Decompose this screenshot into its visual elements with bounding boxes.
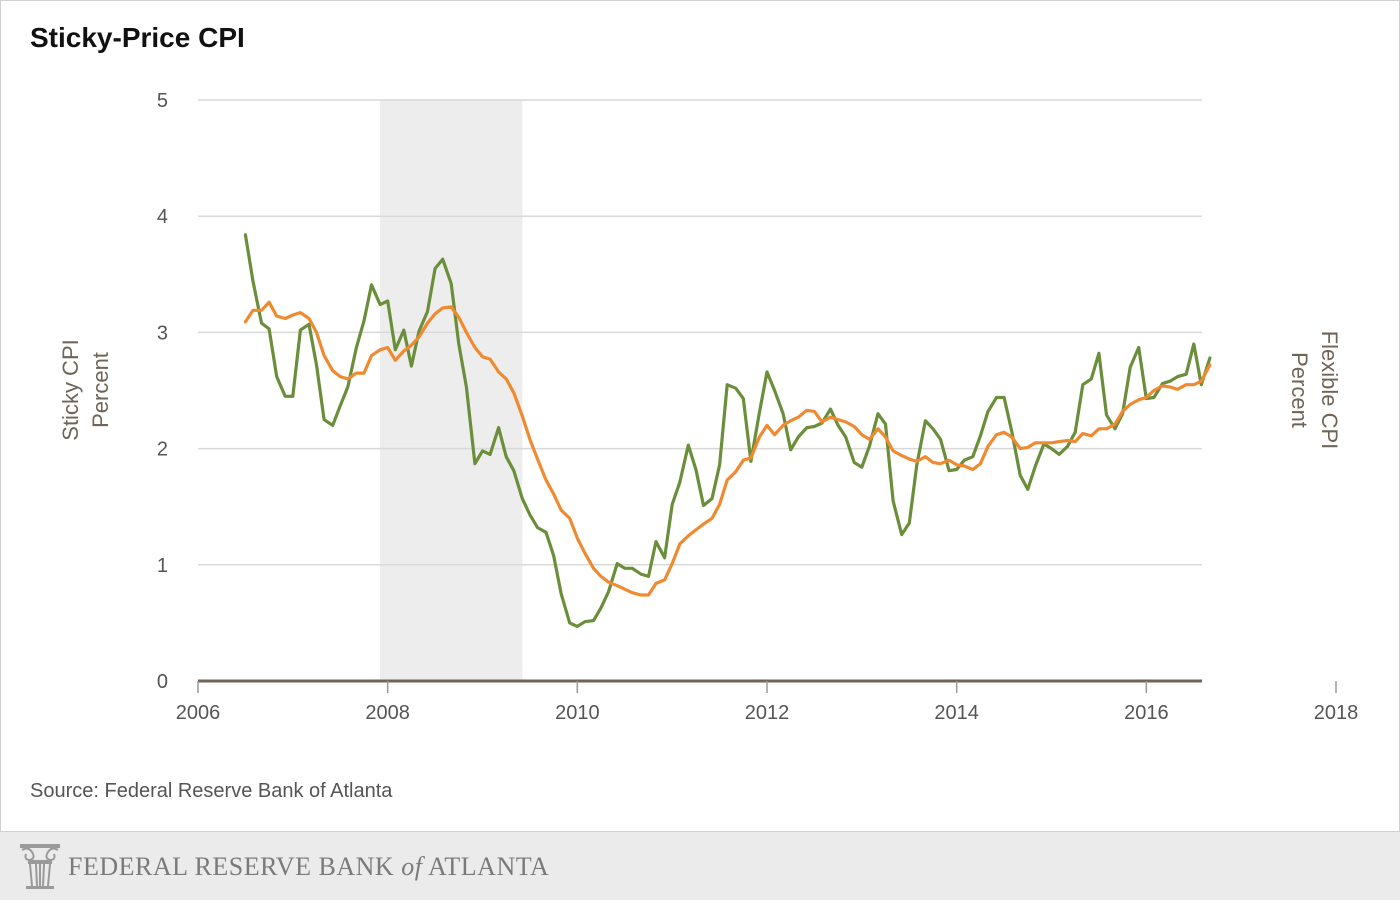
x-tick-label: 2008 xyxy=(365,702,410,724)
source-note: Source: Federal Reserve Bank of Atlanta xyxy=(30,780,393,802)
axis-titles-layer: Sticky CPI Percent Flexible CPIPercent xyxy=(58,331,1342,450)
y-tick-label: 4 xyxy=(157,206,168,228)
x-tick-label: 2010 xyxy=(555,702,600,724)
y-axis-title-left-line: Percent xyxy=(88,352,113,428)
y-axis-title-left-line: Sticky CPI xyxy=(58,339,83,440)
y-tick-label: 2 xyxy=(157,439,168,461)
footer-bank-name-part2: ATLANTA xyxy=(422,852,550,881)
footer-bank-name-part1: FEDERAL RESERVE BANK xyxy=(68,852,402,881)
recession-shading xyxy=(380,100,523,681)
recession-shading-layer xyxy=(380,100,523,681)
y-tick-labels-layer: 0 1 2 3 4 5 xyxy=(157,90,168,693)
x-tick-label: 2014 xyxy=(934,702,979,724)
y-axis-title-left: Sticky CPI Percent xyxy=(58,339,113,440)
x-tick-label: 2006 xyxy=(176,702,221,724)
x-tick-label: 2016 xyxy=(1124,702,1169,724)
x-tick-label: 2012 xyxy=(745,702,790,724)
y-axis-title-right-line: Percent xyxy=(1287,352,1312,428)
y-tick-label: 3 xyxy=(157,322,168,344)
chart-frame xyxy=(0,0,1400,832)
y-axis-title-right: Flexible CPIPercent xyxy=(1287,331,1342,450)
series-layer xyxy=(243,233,1212,628)
gridlines-layer xyxy=(198,99,1202,566)
y-tick-label: 0 xyxy=(157,671,168,693)
chart-title: Sticky-Price CPI xyxy=(30,22,245,53)
column-capital-logo-icon xyxy=(20,844,60,889)
y-axis-title-right-line: Flexible CPI xyxy=(1317,331,1342,450)
chart-plot: 0 1 2 3 4 5 2006 2008 2010 2012 2014 2016 2018 Stic… xyxy=(58,90,1359,724)
footer-bar: FEDERAL RESERVE BANK of ATLANTA xyxy=(0,832,1400,900)
footer-bank-name-of: of xyxy=(401,852,423,881)
flexible-cpi-line xyxy=(243,300,1212,597)
y-tick-label: 5 xyxy=(157,90,168,112)
x-axis-layer: 2006 2008 2010 2012 2014 2016 2018 xyxy=(176,679,1359,724)
y-tick-label: 1 xyxy=(157,555,168,577)
footer-bank-name: FEDERAL RESERVE BANK of ATLANTA xyxy=(68,852,549,882)
x-tick-label: 2018 xyxy=(1314,702,1359,724)
sticky-cpi-line xyxy=(243,233,1212,628)
